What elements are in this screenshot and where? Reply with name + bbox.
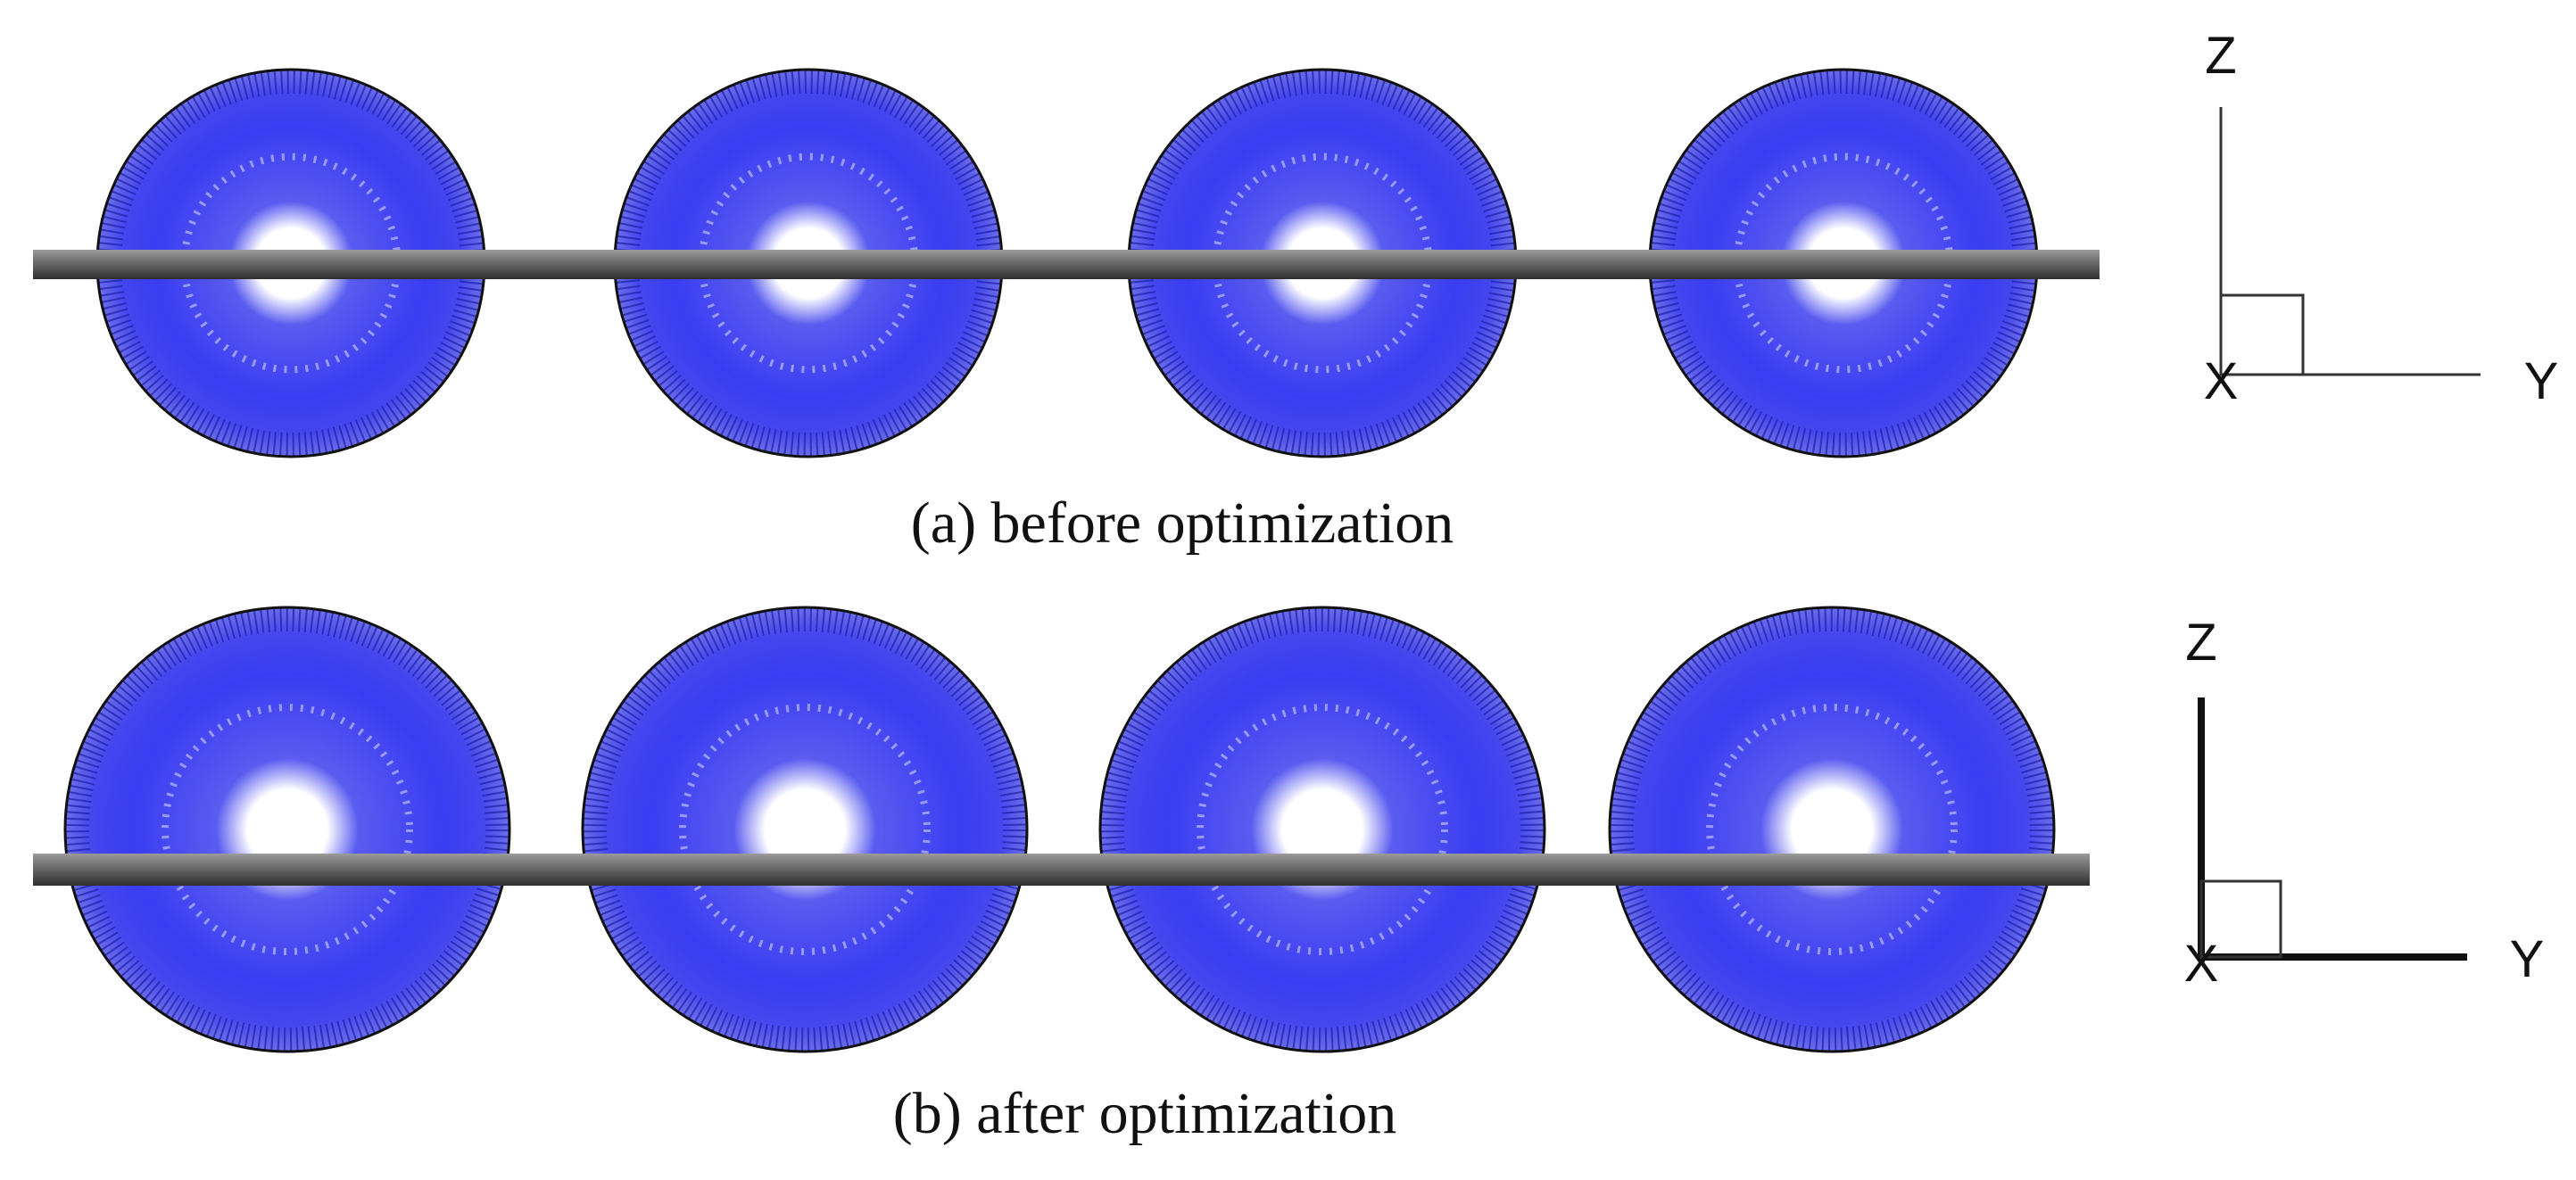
hatch-ring — [679, 704, 931, 955]
panel-b — [33, 606, 2090, 1053]
flow-field — [1100, 607, 1545, 1052]
vortex — [1098, 606, 1546, 1053]
y-label: Y — [2524, 352, 2559, 410]
x-label: X — [2204, 352, 2239, 410]
outline — [581, 606, 1029, 1053]
hatch-ring — [1611, 608, 2053, 1051]
axis-triad: Z Y X — [2204, 27, 2559, 410]
y-label: Y — [2510, 930, 2545, 988]
caption: (b) after optimization — [893, 1081, 1396, 1146]
hatch-ring — [1101, 608, 1544, 1051]
hatch-ring — [584, 608, 1026, 1051]
axis-triad: Z Y X — [2184, 614, 2545, 993]
caption: (a) before optimization — [911, 491, 1454, 556]
flow-field — [583, 607, 1027, 1052]
right-angle — [2199, 879, 2282, 959]
vortex — [63, 606, 511, 1053]
x-label: X — [2184, 935, 2219, 993]
hatch-ring — [1197, 704, 1448, 955]
flow-field — [1610, 607, 2054, 1052]
hatch-ring — [66, 608, 509, 1051]
right-angle — [2219, 293, 2305, 376]
panel-a — [33, 68, 2100, 458]
outline — [1098, 606, 1546, 1053]
flow-field — [65, 607, 509, 1052]
vortex — [581, 606, 1029, 1053]
hatch-ring — [162, 704, 413, 955]
hatch-ring — [1706, 704, 1958, 955]
vortex — [1608, 606, 2056, 1053]
outline — [1608, 606, 2056, 1053]
z-label: Z — [2205, 27, 2236, 85]
z-label: Z — [2185, 614, 2216, 672]
shaft — [33, 250, 2100, 279]
shaft — [33, 854, 2090, 886]
outline — [63, 606, 511, 1053]
